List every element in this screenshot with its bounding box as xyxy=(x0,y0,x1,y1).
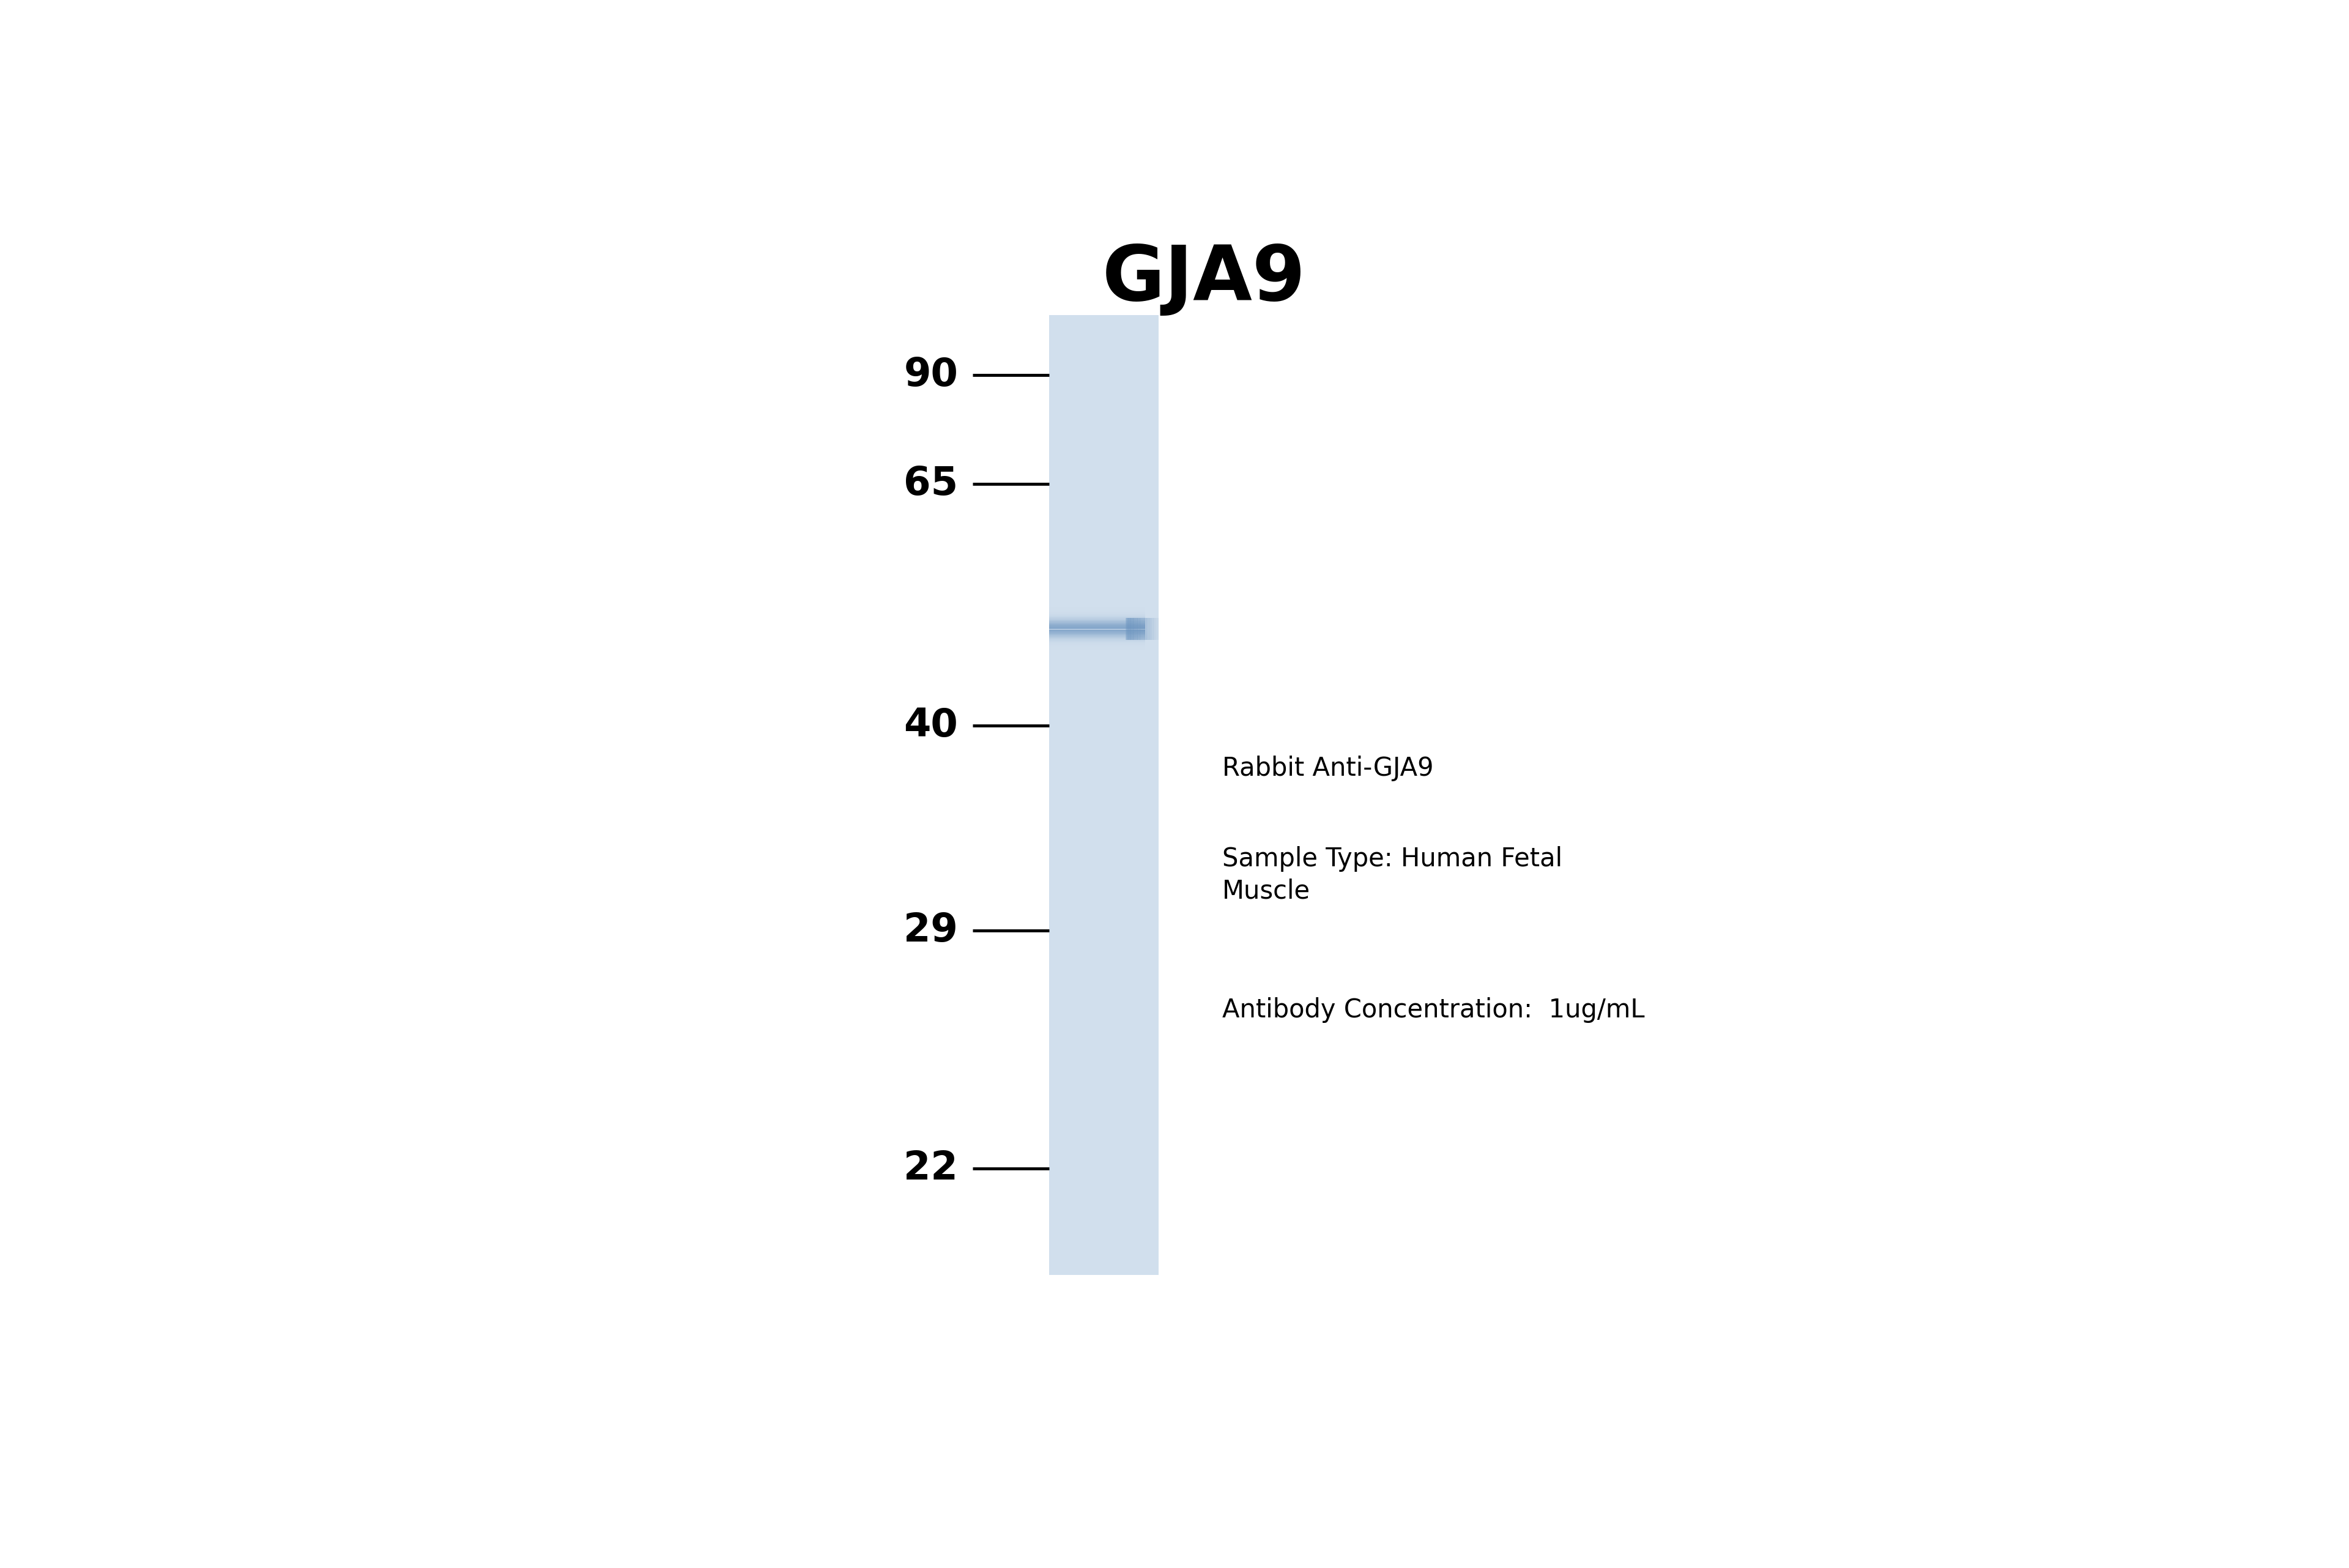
Bar xyxy=(1156,618,1158,640)
Bar xyxy=(1135,618,1139,640)
Bar xyxy=(1144,618,1146,640)
Bar xyxy=(1135,618,1137,640)
Bar xyxy=(1139,618,1142,640)
Text: Rabbit Anti-GJA9: Rabbit Anti-GJA9 xyxy=(1221,756,1433,781)
Text: 90: 90 xyxy=(904,356,958,394)
Text: GJA9: GJA9 xyxy=(1102,243,1306,317)
Bar xyxy=(1128,618,1130,640)
Bar xyxy=(1151,618,1153,640)
Bar xyxy=(1156,618,1158,640)
Bar xyxy=(1132,618,1137,640)
Bar xyxy=(1158,618,1160,640)
Bar xyxy=(1153,618,1156,640)
Bar xyxy=(1144,618,1149,640)
Bar xyxy=(1151,618,1153,640)
Bar xyxy=(1128,618,1130,640)
Text: 65: 65 xyxy=(904,466,958,503)
Bar xyxy=(1146,618,1149,640)
Bar xyxy=(1146,618,1149,640)
Bar xyxy=(1130,618,1132,640)
Bar xyxy=(1142,618,1144,640)
Bar xyxy=(1144,618,1146,640)
Bar xyxy=(1149,618,1151,640)
Bar xyxy=(1139,618,1142,640)
Bar xyxy=(1135,618,1137,640)
Bar xyxy=(1137,618,1139,640)
Bar xyxy=(1149,618,1151,640)
Bar xyxy=(1132,618,1135,640)
Bar xyxy=(1158,618,1160,640)
Bar xyxy=(1142,618,1144,640)
Bar xyxy=(1142,618,1144,640)
Bar xyxy=(1146,618,1151,640)
Text: Antibody Concentration:  1ug/mL: Antibody Concentration: 1ug/mL xyxy=(1221,997,1644,1022)
Bar xyxy=(1139,618,1142,640)
Bar xyxy=(1137,618,1139,640)
Bar xyxy=(1130,618,1132,640)
Bar xyxy=(1151,618,1153,640)
Bar xyxy=(1128,618,1130,640)
Text: 29: 29 xyxy=(904,911,958,950)
Bar xyxy=(1156,618,1160,640)
Text: Sample Type: Human Fetal
Muscle: Sample Type: Human Fetal Muscle xyxy=(1221,847,1562,903)
Bar xyxy=(1153,618,1156,640)
Bar xyxy=(1153,618,1156,640)
Bar xyxy=(1125,618,1128,640)
Bar xyxy=(1130,618,1132,640)
Bar xyxy=(1050,315,1158,1275)
Text: 22: 22 xyxy=(904,1149,958,1187)
Text: 40: 40 xyxy=(904,707,958,745)
Bar xyxy=(1132,618,1135,640)
